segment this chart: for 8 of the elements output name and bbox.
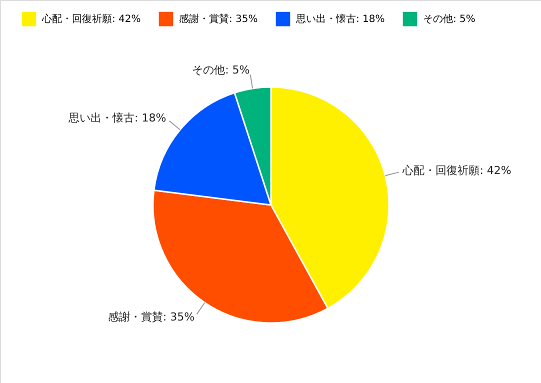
slice-label: 心配・回復祈願: 42% (402, 164, 512, 178)
legend-label: 感謝・賞賛: 35% (179, 13, 258, 26)
legend-label: その他: 5% (423, 13, 476, 26)
slice-label: その他: 5% (192, 64, 250, 77)
legend-label: 思い出・懐古: 18% (295, 13, 385, 26)
slice-label: 思い出・懐古: 18% (68, 111, 166, 124)
legend-label: 心配・回復祈願: 42% (41, 13, 141, 26)
slice-label: 感謝・賞賛: 35% (108, 310, 195, 324)
